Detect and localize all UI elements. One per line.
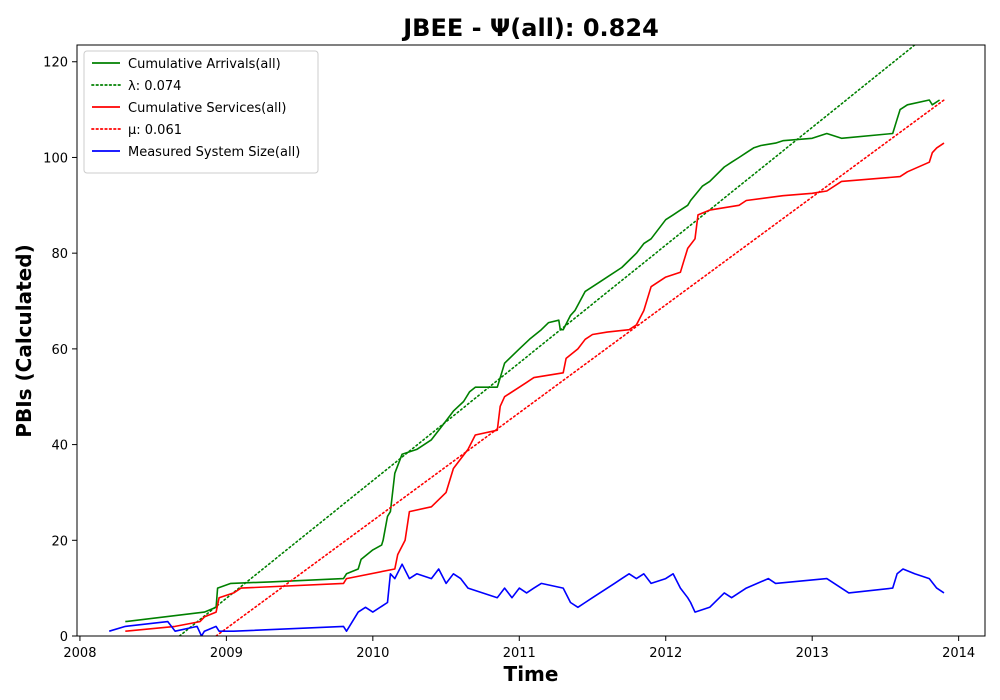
x-tick-label: 2010 [356,646,389,661]
y-tick-label: 120 [43,56,68,71]
y-tick-label: 100 [43,151,68,166]
series-line-4 [108,563,945,636]
x-tick-label: 2009 [210,646,243,661]
x-tick-label: 2014 [942,646,975,661]
x-tick-label: 2008 [63,646,96,661]
x-axis-label: Time [504,662,559,686]
chart-title: JBEE - Ψ(all): 0.824 [401,14,659,42]
series-line-0 [125,99,941,623]
x-tick-label: 2012 [649,646,682,661]
y-axis-label: PBIs (Calculated) [12,244,36,437]
series-line-2 [125,142,945,632]
legend-label-0: Cumulative Arrivals(all) [128,57,281,72]
y-tick-label: 60 [51,343,68,358]
series-line-3 [215,99,945,636]
x-tick-label: 2013 [796,646,829,661]
x-tick-label: 2011 [503,646,536,661]
y-tick-label: 20 [51,534,68,549]
plot-area [108,45,945,636]
legend-label-2: Cumulative Services(all) [128,101,286,116]
y-tick-label: 0 [60,630,68,645]
legend: Cumulative Arrivals(all) λ: 0.074 Cumulati… [83,50,319,174]
plot-frame [76,44,986,637]
axis-ticks: 2008 2009 2010 2011 2012 2013 2014 0 20 40 60 80 100… [43,56,975,661]
legend-box [83,50,319,174]
legend-label-3: μ: 0.061 [128,123,182,138]
legend-label-1: λ: 0.074 [128,79,181,94]
legend-label-4: Measured System Size(all) [128,145,300,160]
y-tick-label: 40 [51,439,68,454]
series-line-1 [178,45,916,636]
y-tick-label: 80 [51,247,68,262]
